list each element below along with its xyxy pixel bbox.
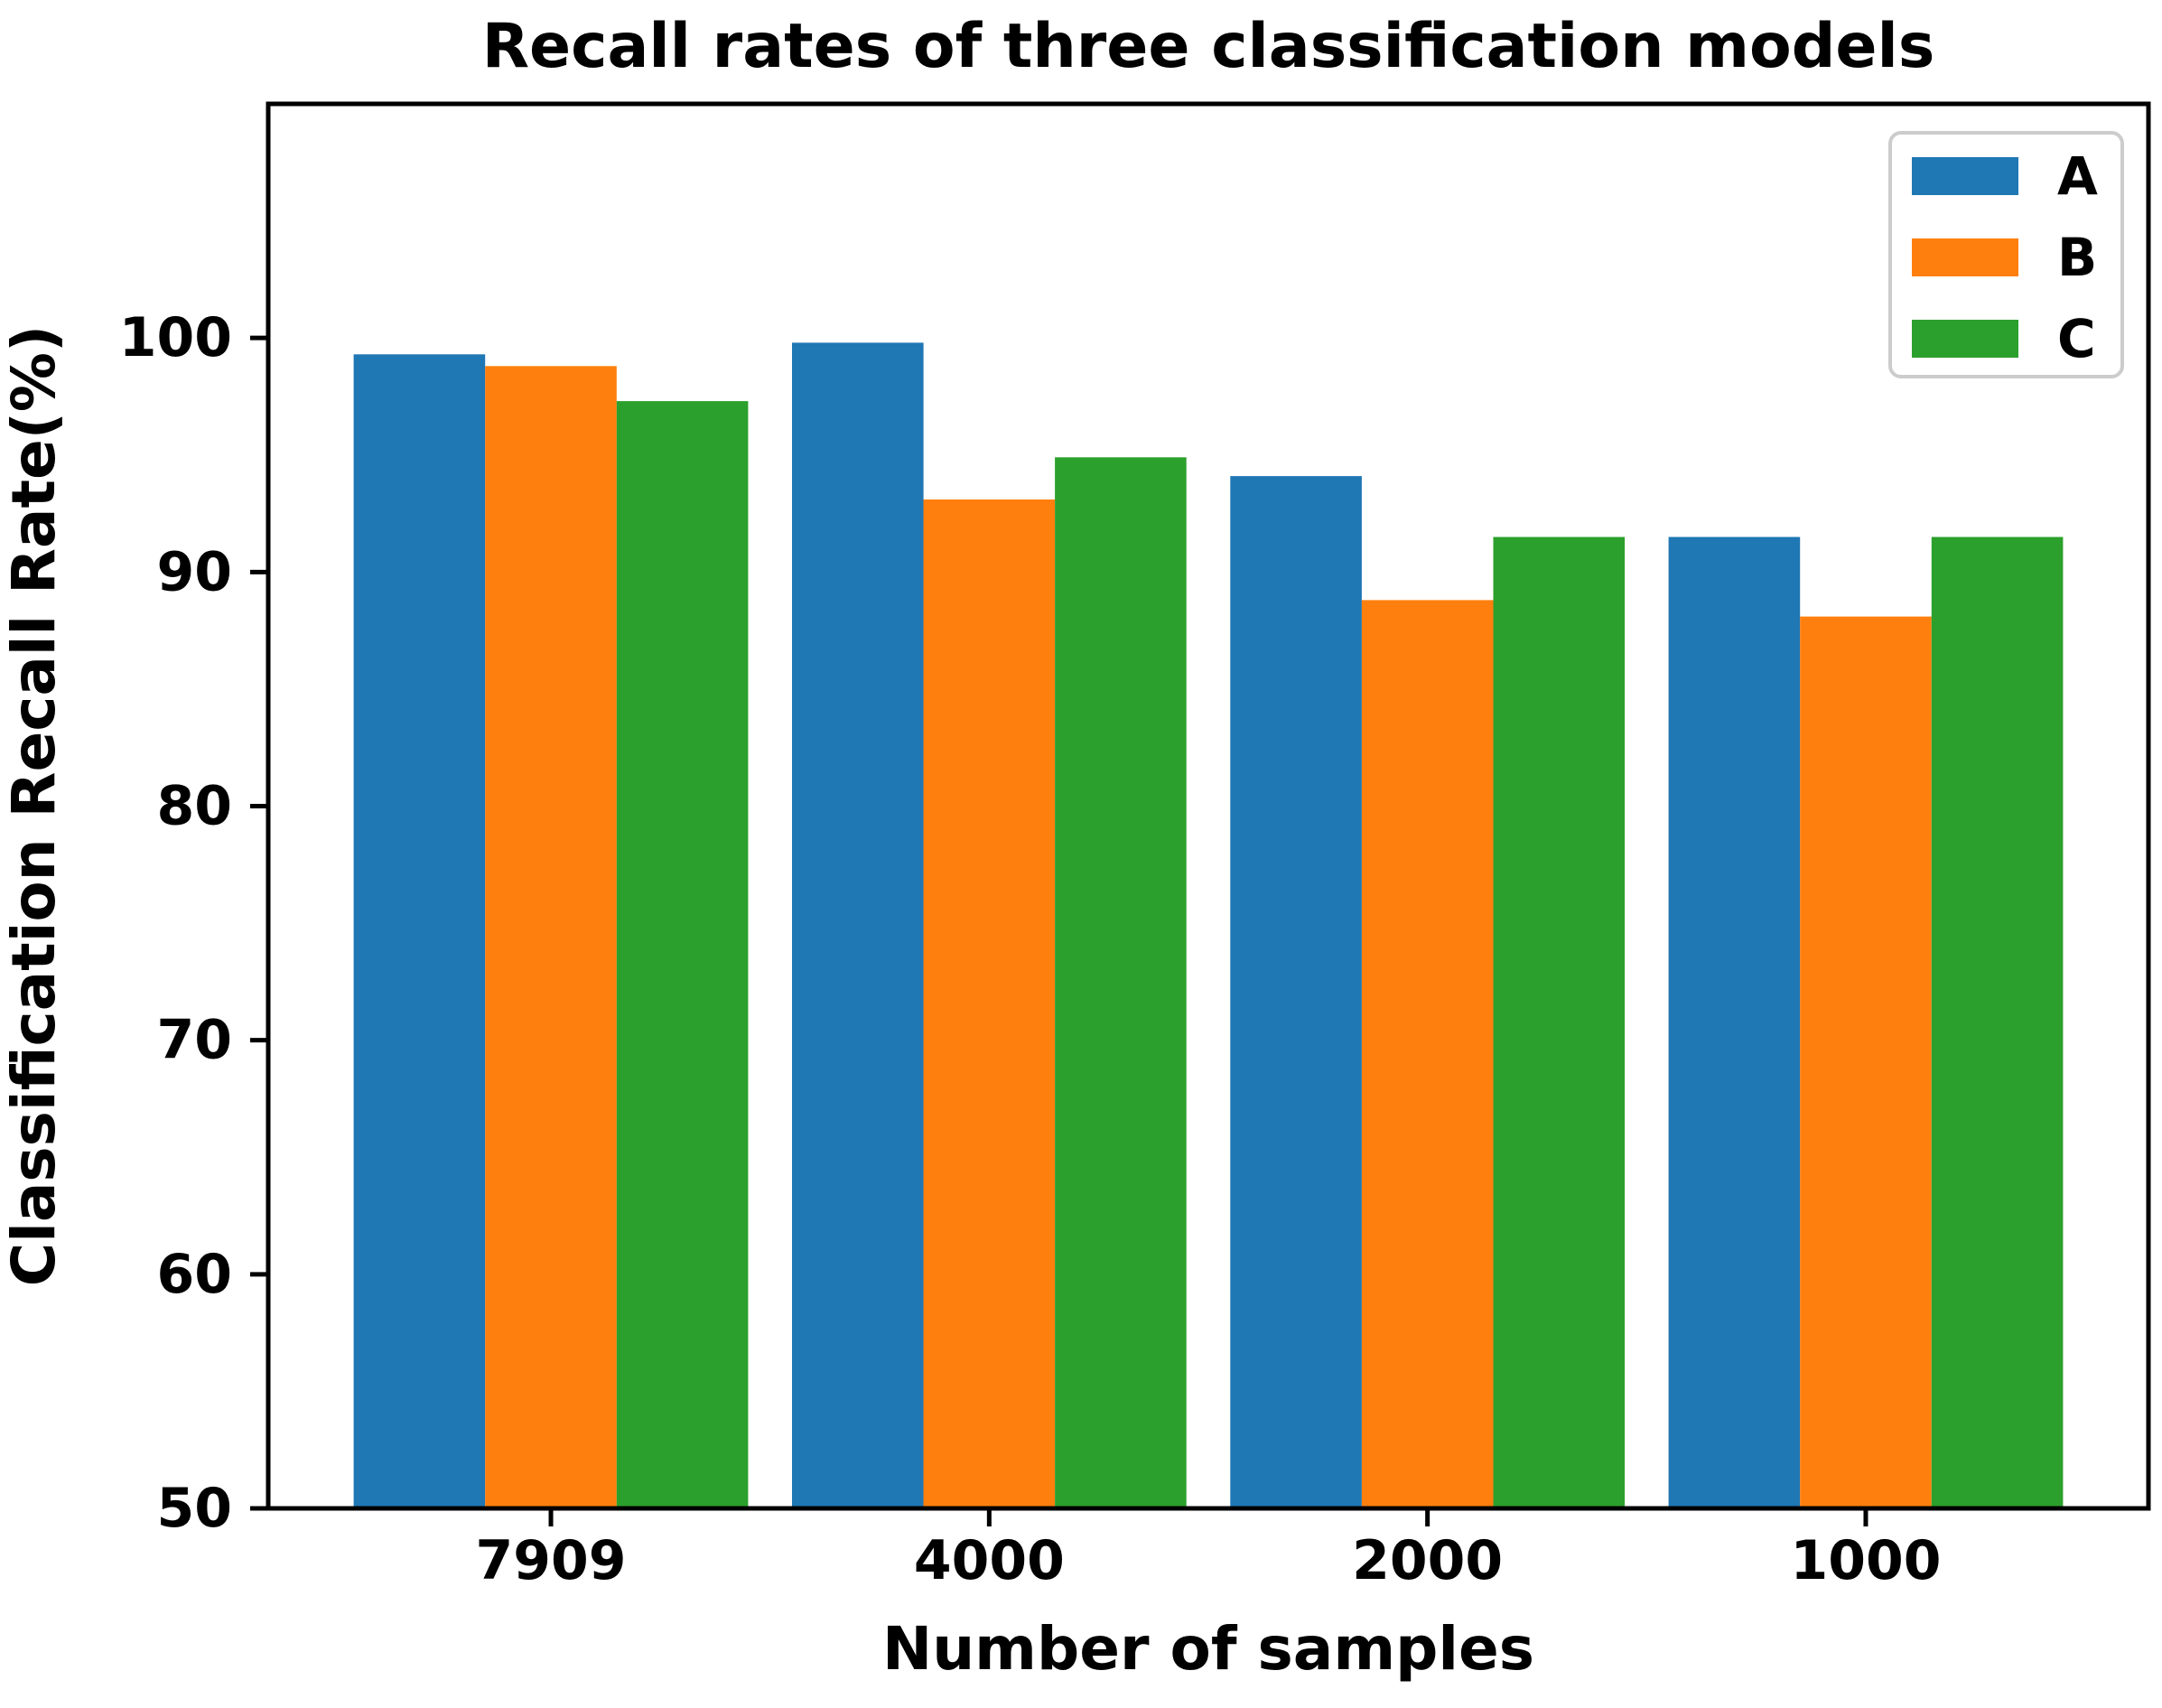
legend-label-B: B [2057,227,2097,288]
x-tick-label-4000: 4000 [914,1529,1065,1592]
legend-swatch-A [1912,157,2018,195]
bar-C-2000 [1493,537,1626,1508]
bar-A-1000 [1668,537,1801,1508]
y-tick-label-60: 60 [157,1243,233,1306]
legend-swatch-C [1912,320,2018,358]
y-tick-label-50: 50 [157,1477,233,1540]
legend-label-C: C [2057,308,2096,369]
y-tick-label-100: 100 [119,306,232,369]
legend-label-A: A [2057,145,2098,207]
x-tick-label-1000: 1000 [1790,1529,1941,1592]
bar-C-1000 [1931,537,2064,1508]
bar-B-1000 [1800,616,1932,1508]
legend-swatch-B [1912,238,2018,276]
legend: ABC [1888,131,2124,378]
bar-C-7909 [616,401,749,1509]
plot-frame [266,101,2151,1511]
y-tick-label-80: 80 [157,775,233,838]
y-tick-label-90: 90 [157,540,233,603]
bar-A-7909 [353,354,486,1508]
bars-layer [353,342,2064,1509]
bar-B-7909 [485,366,617,1508]
bar-C-4000 [1055,457,1187,1508]
x-axis-label: Number of samples [882,1614,1534,1684]
x-tick-label-7909: 7909 [476,1529,627,1592]
bar-B-4000 [923,499,1056,1508]
bar-B-2000 [1361,600,1494,1508]
chart-title: Recall rates of three classification mod… [482,11,1935,82]
axes-layer: 50 60 70 80 90 100 7909 4000 2000 1000 [119,101,2151,1592]
x-tick-label-2000: 2000 [1352,1529,1503,1592]
bar-A-2000 [1230,476,1362,1508]
y-tick-label-70: 70 [157,1009,233,1072]
y-axis-label: Classification Recall Rate(%) [0,325,69,1286]
bar-A-4000 [792,342,924,1508]
